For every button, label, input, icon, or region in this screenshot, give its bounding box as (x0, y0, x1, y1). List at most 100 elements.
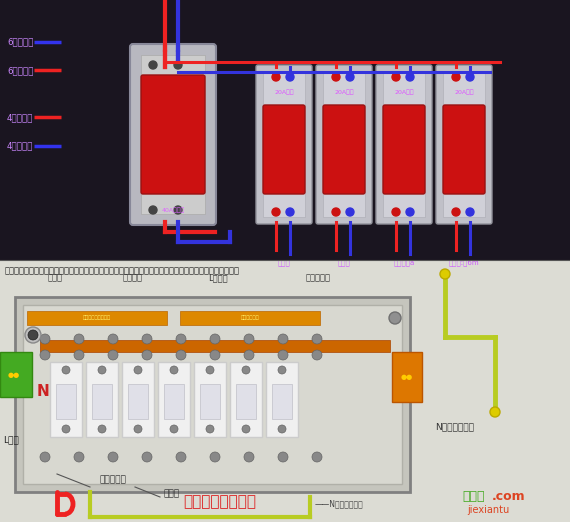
Circle shape (392, 73, 400, 81)
Text: 关于电路设备的安装，还是要找专门的电工师傅进行安装，毕竟电是一个很危险的东西，不能随便触碰的。: 关于电路设备的安装，还是要找专门的电工师傅进行安装，毕竟电是一个很危险的东西，不… (5, 266, 240, 275)
Text: 20A空开: 20A空开 (274, 89, 294, 95)
Text: 接零线端子: 接零线端子 (306, 274, 331, 282)
Text: 4平方火线: 4平方火线 (7, 113, 34, 122)
Circle shape (210, 350, 220, 360)
Circle shape (244, 334, 254, 344)
Bar (122, 362, 154, 437)
Text: 通走人间a: 通走人间a (393, 259, 414, 266)
Circle shape (466, 208, 474, 216)
Bar (200, 384, 220, 419)
Circle shape (74, 334, 84, 344)
Circle shape (98, 425, 106, 433)
Bar (128, 384, 148, 419)
Bar (443, 72, 485, 217)
FancyBboxPatch shape (130, 44, 216, 225)
Circle shape (206, 425, 214, 433)
Circle shape (210, 452, 220, 462)
Bar (272, 384, 292, 419)
Bar (50, 362, 82, 437)
Circle shape (40, 350, 50, 360)
Bar (180, 311, 320, 325)
Circle shape (406, 208, 414, 216)
Bar (230, 362, 262, 437)
Circle shape (312, 334, 322, 344)
FancyBboxPatch shape (316, 65, 372, 224)
Circle shape (312, 350, 322, 360)
Bar (392, 352, 422, 402)
Circle shape (134, 425, 142, 433)
Text: 断路器: 断路器 (163, 490, 179, 499)
Bar (323, 72, 365, 217)
Bar (27, 311, 167, 325)
Bar (0, 0, 570, 260)
Circle shape (108, 350, 118, 360)
Circle shape (149, 61, 157, 69)
Text: 20A空开: 20A空开 (454, 89, 474, 95)
FancyBboxPatch shape (263, 105, 305, 194)
Text: N连线侧面视图: N连线侧面视图 (435, 422, 474, 432)
Text: 20A空开: 20A空开 (334, 89, 354, 95)
Text: 到大厅: 到大厅 (337, 259, 351, 266)
Circle shape (210, 334, 220, 344)
Bar (92, 384, 112, 419)
Text: L级铜片: L级铜片 (208, 274, 228, 282)
Bar (141, 55, 205, 214)
Text: 40A电开关: 40A电开关 (161, 207, 185, 213)
Bar (56, 384, 76, 419)
Bar (158, 362, 190, 437)
Circle shape (74, 452, 84, 462)
Circle shape (98, 366, 106, 374)
Circle shape (108, 452, 118, 462)
Bar (383, 72, 425, 217)
Circle shape (25, 327, 41, 343)
Bar (23, 305, 402, 484)
Bar (0, 260, 570, 522)
Circle shape (312, 452, 322, 462)
Circle shape (346, 208, 354, 216)
FancyBboxPatch shape (256, 65, 312, 224)
Circle shape (242, 366, 250, 374)
Circle shape (206, 366, 214, 374)
FancyBboxPatch shape (141, 75, 205, 194)
Circle shape (272, 208, 280, 216)
Circle shape (174, 61, 182, 69)
Bar (263, 72, 305, 217)
Text: N: N (36, 385, 50, 399)
Circle shape (406, 73, 414, 81)
Circle shape (490, 407, 500, 417)
Circle shape (244, 452, 254, 462)
Text: 6平方零线: 6平方零线 (7, 37, 34, 46)
Circle shape (389, 312, 401, 324)
Bar (164, 384, 184, 419)
Circle shape (170, 366, 178, 374)
Circle shape (440, 269, 450, 279)
Text: ●●: ●● (8, 372, 20, 378)
Bar (266, 362, 298, 437)
Text: 到卧室:离6m: 到卧室:离6m (449, 259, 479, 266)
Circle shape (332, 208, 340, 216)
FancyBboxPatch shape (383, 105, 425, 194)
Circle shape (286, 73, 294, 81)
Text: .com: .com (492, 491, 526, 504)
Circle shape (174, 206, 182, 214)
Circle shape (176, 334, 186, 344)
Text: 4平方零线: 4平方零线 (7, 141, 34, 151)
Circle shape (40, 334, 50, 344)
Text: 家用配电箱接线图: 家用配电箱接线图 (184, 494, 256, 509)
Text: L连线: L连线 (3, 435, 19, 445)
Text: 防盗封印系统: 防盗封印系统 (241, 315, 259, 321)
Circle shape (142, 350, 152, 360)
FancyBboxPatch shape (323, 105, 365, 194)
Circle shape (134, 366, 142, 374)
Circle shape (278, 425, 286, 433)
Bar (86, 362, 118, 437)
Bar (15, 297, 410, 492)
Circle shape (108, 334, 118, 344)
Circle shape (142, 334, 152, 344)
Circle shape (176, 452, 186, 462)
Circle shape (170, 425, 178, 433)
Circle shape (286, 208, 294, 216)
Circle shape (278, 350, 288, 360)
Circle shape (149, 206, 157, 214)
Circle shape (278, 366, 286, 374)
